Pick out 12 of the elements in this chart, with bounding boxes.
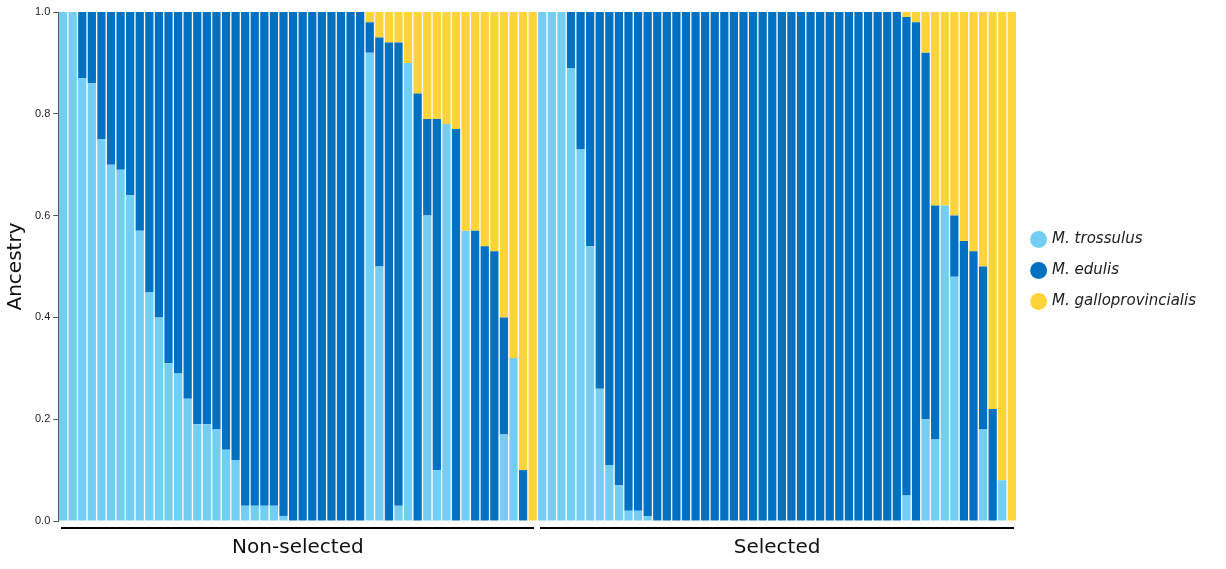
y-tick-label: 0.4 xyxy=(34,310,51,323)
y-tick-label: 0.0 xyxy=(34,514,51,527)
text: Non-selected xyxy=(232,534,364,559)
text: Selected xyxy=(733,534,821,559)
y-tick-label: 1.0 xyxy=(34,5,51,18)
legend-label: M. edulis xyxy=(1052,260,1120,279)
y-tick-label: 0.6 xyxy=(34,208,51,221)
legend-label: M. trossulus xyxy=(1052,229,1143,248)
y-tick-label: 0.2 xyxy=(34,412,51,425)
y-tick-label: 0.8 xyxy=(34,106,51,119)
legend-label: M. galloprovincialis xyxy=(1052,291,1197,310)
y-axis-title: Ancestry xyxy=(2,222,27,311)
